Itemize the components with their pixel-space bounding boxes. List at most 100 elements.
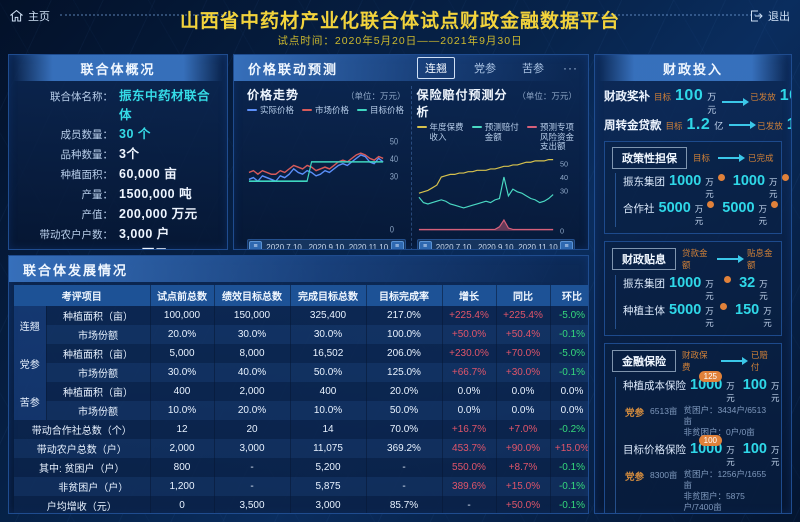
home-button[interactable]: 主页 (10, 8, 50, 24)
value-cell: 5,000 (150, 344, 215, 363)
date-range-slider[interactable]: ≡ 2020.7.10 2020.9.10 2020.11.10 ≡ (247, 239, 406, 250)
group-cell: 苦参 (14, 382, 47, 420)
value-cell: +50.0% (496, 496, 551, 513)
slider-handle-left-icon[interactable]: ≡ (249, 241, 262, 249)
amount-unit: 万元 (763, 306, 772, 328)
slider-handle-right-icon[interactable]: ≡ (390, 241, 404, 249)
column-header: 环比 (550, 285, 588, 306)
x-axis-date-label: 2020.9.10 (308, 243, 345, 250)
value-cell: 206.0% (366, 344, 443, 363)
legend-item[interactable]: 预测专项风险资金支出额 (527, 122, 575, 152)
x-axis-date-label: 2020.11.10 (348, 243, 389, 250)
section-col2-label: 贴息金额 (747, 248, 773, 270)
value-cell: -5.0% (550, 306, 588, 325)
fiscal-item-label: 财政奖补 (604, 91, 650, 103)
chart-legend: 年度保费收入 预测赔付金额 预测专项风险资金支出额 (416, 122, 576, 152)
row-label-cell: 户均增收（元） (14, 496, 151, 513)
pilot-period: 试点时间：2020年5月20日——2021年9月30日 (277, 35, 523, 47)
overview-row: 产量： 1500,000 吨 (15, 185, 215, 205)
legend-item[interactable]: 预测赔付金额 (471, 122, 519, 142)
fiscal-section: 政策性担保 目标 已完成 振东集团 1000 万元 1000 万元 合作社 5000 万元 5000 万… (604, 141, 789, 234)
section-col2-label: 已完成 (748, 153, 774, 163)
value-cell: 5,875 (290, 477, 367, 496)
legend-item[interactable]: 市场价格 (302, 105, 349, 116)
value-cell: 8,000 (214, 344, 291, 363)
date-range-slider[interactable]: ≡ 2020.7.10 2020.9.10 2020.11.10 ≡ (416, 239, 575, 249)
value-cell: - (442, 496, 497, 513)
value-cell: 3,500 (214, 496, 291, 513)
amount-value: 150 (735, 302, 760, 318)
value-cell: 150,000 (214, 306, 291, 325)
value-cell: 3,000 (290, 496, 367, 513)
column-header: 试点前总数 (150, 285, 215, 306)
chart-title-row: 价格走势 （单位：万元） (247, 86, 406, 103)
overview-label: 品种数量： (60, 149, 114, 161)
value-cell: 2,000 (214, 382, 291, 401)
value-cell: 12 (150, 420, 215, 439)
fiscal-row-label: 振东集团 (623, 176, 665, 188)
value-cell: -0.1% (550, 325, 588, 344)
fiscal-row: 100 目标价格保险 1000 万元 100 万元 (623, 435, 780, 468)
fiscal-section-head: 财政贴息 贷款金额 贴息金额 (612, 247, 774, 271)
amount-value: 100 (742, 377, 767, 393)
slider-handle-right-icon[interactable]: ≡ (560, 241, 574, 249)
legend-marker-icon (527, 126, 537, 128)
header: 主页 山西省中药材产业化联合体试点财政金融数据平台 试点时间：2020年5月20… (0, 0, 800, 52)
column-header: 考评项目 (14, 285, 151, 306)
legend-item[interactable]: 目标价格 (357, 105, 404, 116)
price-panel-head: 价格联动预测 连翘 党参 苦参 ··· (234, 55, 588, 81)
tab-党参[interactable]: 党参 (474, 63, 496, 75)
value-cell: 20.0% (150, 325, 215, 344)
target-value: 1.2 (686, 116, 711, 133)
development-panel: 联合体发展情况 考评项目 试点前总数 绩效目标总数 完成目标总数 目标完成率 增长 同比 环比… (8, 255, 589, 514)
insurance-detail: 党参 8300亩 贫困户：1256户/1655亩 非贫困户：5875户/7400亩 (625, 469, 774, 513)
y-axis-tick: 30 (559, 186, 567, 195)
section-col1-label: 贷款金额 (682, 248, 708, 270)
legend-label: 年度保费收入 (429, 122, 464, 142)
legend-marker-icon (357, 109, 368, 111)
herb-name: 党参 (625, 472, 645, 483)
more-tabs-button[interactable]: ··· (563, 61, 578, 75)
value-cell: 1,200 (150, 477, 215, 496)
value-cell: - (214, 477, 291, 496)
line-chart: 0 30 40 50 (248, 136, 398, 235)
value-cell: 0.0% (550, 382, 588, 401)
chart-title: 价格走势 (247, 88, 300, 102)
table-header-row: 考评项目 试点前总数 绩效目标总数 完成目标总数 目标完成率 增长 同比 环比 (14, 285, 588, 306)
fiscal-row: 125 种植成本保险 1000 万元 100 万元 (623, 371, 780, 404)
value-cell: 0.0% (442, 382, 497, 401)
value-cell: 100,000 (150, 306, 215, 325)
line-series (248, 152, 384, 176)
annotation-dot-icon (724, 276, 732, 283)
table-row: 带动农户总数（户） 2,000 3,000 11,075 369.2% 453.7% +90… (14, 439, 588, 458)
value-cell: +225.4% (496, 306, 551, 325)
exit-icon (751, 10, 763, 22)
legend-label: 实际价格 (260, 105, 295, 115)
fiscal-section: 金融保险 财政保费 已赔付 125 种植成本保险 1000 万元 100 万元 党参 6513亩 贫困… (604, 343, 782, 513)
legend-item[interactable]: 年度保费收入 (416, 122, 464, 142)
table-row: 党参 种植面积（亩） 5,000 8,000 16,502 206.0% +230.0% +7… (14, 344, 588, 382)
fiscal-section-rows: 振东集团 1000 万元 1000 万元 合作社 5000 万元 5000 万元 (615, 173, 789, 227)
value-cell: 10.0% (150, 401, 215, 420)
value-cell: 0 (150, 496, 215, 513)
line-series (418, 158, 553, 194)
value-cell: 800 (150, 458, 215, 477)
amount-unit: 万元 (758, 204, 768, 226)
done-tag: 已发放 (750, 92, 776, 102)
row-label-cell: 市场份额 (46, 401, 151, 420)
fiscal-section-head: 金融保险 财政保费 已赔付 (612, 349, 774, 373)
legend-marker-icon (247, 109, 257, 111)
tab-苦参[interactable]: 苦参 (522, 63, 544, 75)
tab-连翘[interactable]: 连翘 (417, 57, 455, 79)
amount-value: 32 (739, 275, 756, 291)
target-unit: 万元 (707, 92, 717, 115)
fiscal-section-rows: 125 种植成本保险 1000 万元 100 万元 党参 6513亩 贫困户：3434户/651… (615, 371, 780, 513)
chart-title-row: 保险赔付预测分析 （单位：万元） (417, 86, 577, 120)
fiscal-body: 财政奖补目标100万元已发放100万元周转金贷款目标1.2亿已发放1.2亿政策性… (595, 81, 791, 513)
value-cell: 400 (150, 382, 215, 401)
legend-item[interactable]: 实际价格 (247, 105, 295, 116)
amount-unit: 万元 (769, 177, 778, 199)
slider-handle-left-icon[interactable]: ≡ (418, 241, 432, 249)
exit-button[interactable]: 退出 (750, 8, 790, 24)
value-cell: +70.0% (496, 344, 551, 363)
